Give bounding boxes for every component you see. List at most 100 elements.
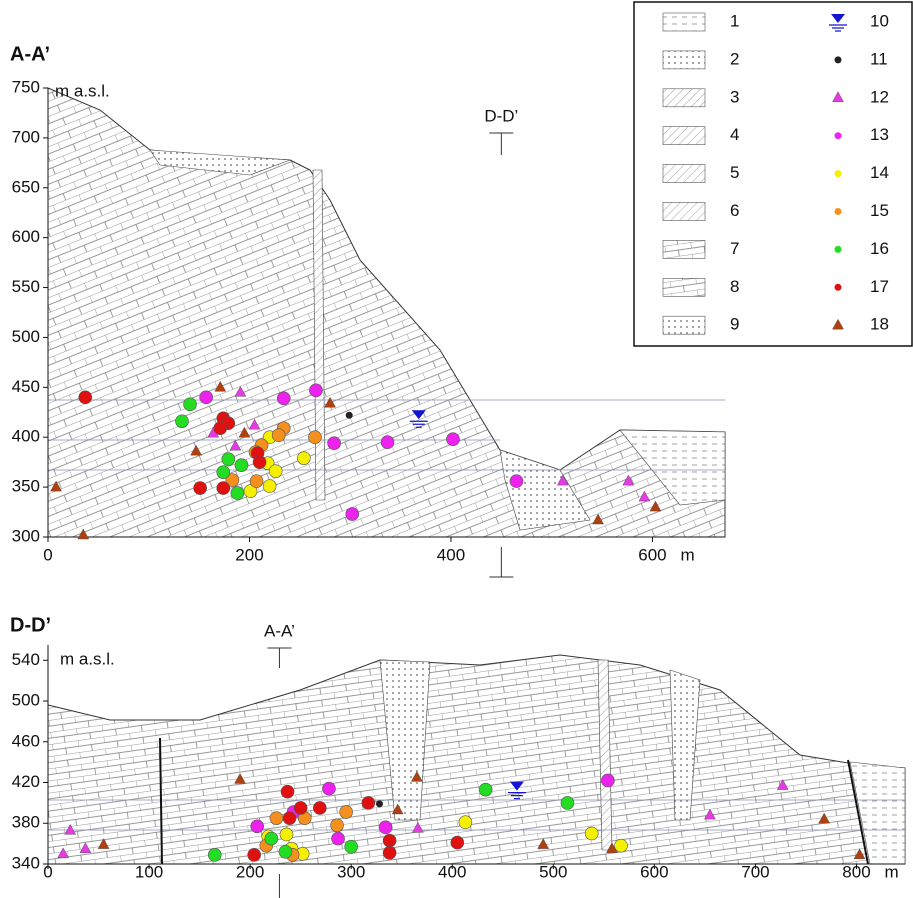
data-point (221, 452, 236, 466)
data-point (458, 815, 473, 830)
water-triangle (411, 410, 426, 420)
legend-label: 7 (730, 239, 739, 258)
legend-label: 3 (730, 87, 739, 106)
data-point (339, 805, 353, 819)
data-point (214, 380, 227, 392)
y-tick-label: 300 (12, 526, 40, 545)
data-point (309, 383, 323, 398)
data-point (238, 426, 251, 438)
data-point (818, 812, 830, 824)
x-tick-label: 0 (43, 545, 52, 564)
legend-label: 2 (730, 49, 739, 68)
data-point (704, 808, 716, 820)
y-tick-label: 500 (12, 327, 40, 346)
data-point (638, 490, 651, 502)
legend-label: 17 (870, 277, 889, 296)
x-tick-label: 500 (539, 862, 567, 881)
legend-symbol (829, 14, 847, 32)
x-axis-label: m (680, 545, 694, 564)
data-point (57, 847, 69, 859)
legend-label: 4 (730, 125, 739, 144)
data-point (361, 796, 376, 810)
data-point (271, 428, 286, 443)
legend-swatch (662, 88, 706, 108)
data-point (234, 458, 249, 472)
y-tick-label: 600 (12, 227, 40, 246)
legend-label: 18 (870, 315, 889, 334)
data-point (183, 397, 197, 412)
data-point (50, 480, 62, 492)
data-point (269, 811, 284, 825)
data-point (446, 432, 460, 447)
data-point (276, 391, 291, 406)
legend-swatch (662, 126, 706, 145)
legend-label: 14 (870, 163, 889, 182)
x-tick-label: 400 (438, 862, 466, 881)
legend-swatch (662, 202, 706, 221)
legend-label: 13 (870, 125, 889, 144)
data-point (279, 827, 294, 842)
y-tick-label: 340 (12, 853, 40, 872)
data-point (507, 781, 526, 800)
data-point (450, 835, 465, 850)
data-point (216, 481, 231, 495)
data-point (199, 390, 213, 405)
y-tick-label: 500 (12, 691, 40, 710)
data-point (345, 411, 353, 419)
legend-label: 6 (730, 201, 739, 220)
data-point (250, 819, 264, 834)
x-tick-label: 100 (135, 862, 163, 881)
data-point (247, 848, 261, 862)
legend-symbol (832, 91, 844, 103)
section-marker-bottom (489, 547, 514, 578)
data-point (378, 820, 393, 835)
x-tick-label: 800 (842, 862, 870, 881)
data-point (308, 430, 322, 445)
data-point (327, 436, 341, 451)
data-point (853, 848, 866, 860)
y-tick-label: 400 (12, 427, 40, 446)
y-tick-label: 550 (12, 277, 40, 296)
data-point (412, 821, 424, 833)
section-d-terrain (47, 654, 906, 865)
legend-label: 16 (870, 239, 889, 258)
data-point (234, 385, 247, 397)
section-marker-label: A-A’ (264, 621, 295, 640)
data-point (249, 474, 264, 488)
data-point (264, 831, 279, 846)
y-tick-label: 450 (12, 377, 40, 396)
data-point (411, 771, 423, 782)
data-point (207, 848, 222, 862)
data-point (509, 474, 524, 488)
legend-symbol (834, 170, 842, 178)
legend-label: 1 (730, 11, 739, 30)
y-tick-label: 350 (12, 477, 40, 496)
legend-swatch (662, 240, 706, 259)
data-point (324, 396, 336, 408)
data-point (229, 439, 242, 451)
data-point (622, 474, 635, 486)
data-point (601, 773, 615, 788)
data-point (297, 451, 311, 465)
legend-symbol (832, 318, 844, 330)
data-point (592, 513, 604, 525)
data-point (280, 784, 295, 799)
section-marker-label: D-D’ (484, 106, 518, 125)
legend-label: 5 (730, 163, 739, 182)
section-a-terrain (47, 87, 726, 538)
legend-label: 11 (870, 49, 888, 68)
data-point (225, 473, 240, 487)
y-tick-label: 540 (12, 650, 40, 669)
data-point (313, 801, 327, 815)
data-point (331, 831, 345, 846)
legend-swatch (662, 12, 706, 32)
data-point (262, 479, 277, 493)
y-tick-label: 700 (12, 127, 40, 146)
legend-symbol (834, 283, 842, 291)
data-point (380, 435, 395, 450)
data-point (382, 845, 397, 860)
legend-swatch (662, 277, 706, 297)
x-tick-label: 300 (337, 862, 365, 881)
legend-label: 10 (870, 11, 889, 30)
section-marker (489, 132, 514, 155)
